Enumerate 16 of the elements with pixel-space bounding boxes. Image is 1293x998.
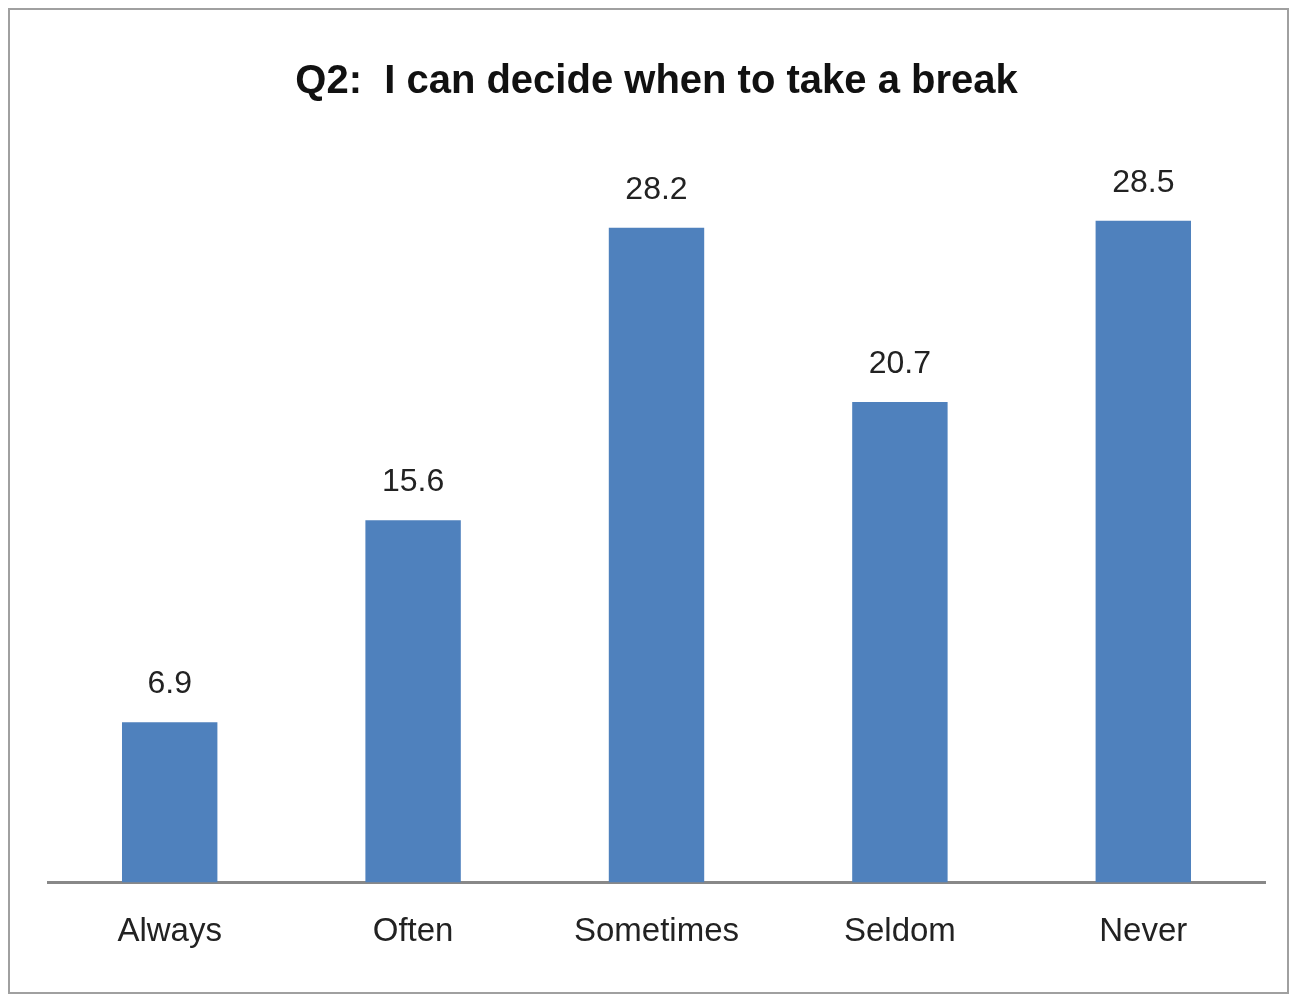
bar	[121, 722, 218, 883]
x-tick-label: Seldom	[843, 911, 956, 949]
bar	[365, 520, 461, 883]
data-label: 28.2	[625, 169, 688, 206]
bar	[608, 227, 705, 883]
bar	[852, 401, 948, 883]
x-tick-label: Sometimes	[573, 911, 740, 949]
bar	[1095, 220, 1192, 883]
data-label: 15.6	[381, 462, 445, 499]
data-label: 28.5	[1112, 162, 1175, 199]
data-label: 20.7	[868, 343, 932, 380]
chart-title: Q2: I can decide when to take a break	[295, 57, 1019, 102]
x-tick-label: Always	[117, 911, 222, 949]
data-label: 6.9	[147, 664, 192, 701]
x-tick-label: Often	[372, 911, 454, 949]
x-tick-label: Never	[1099, 911, 1188, 949]
